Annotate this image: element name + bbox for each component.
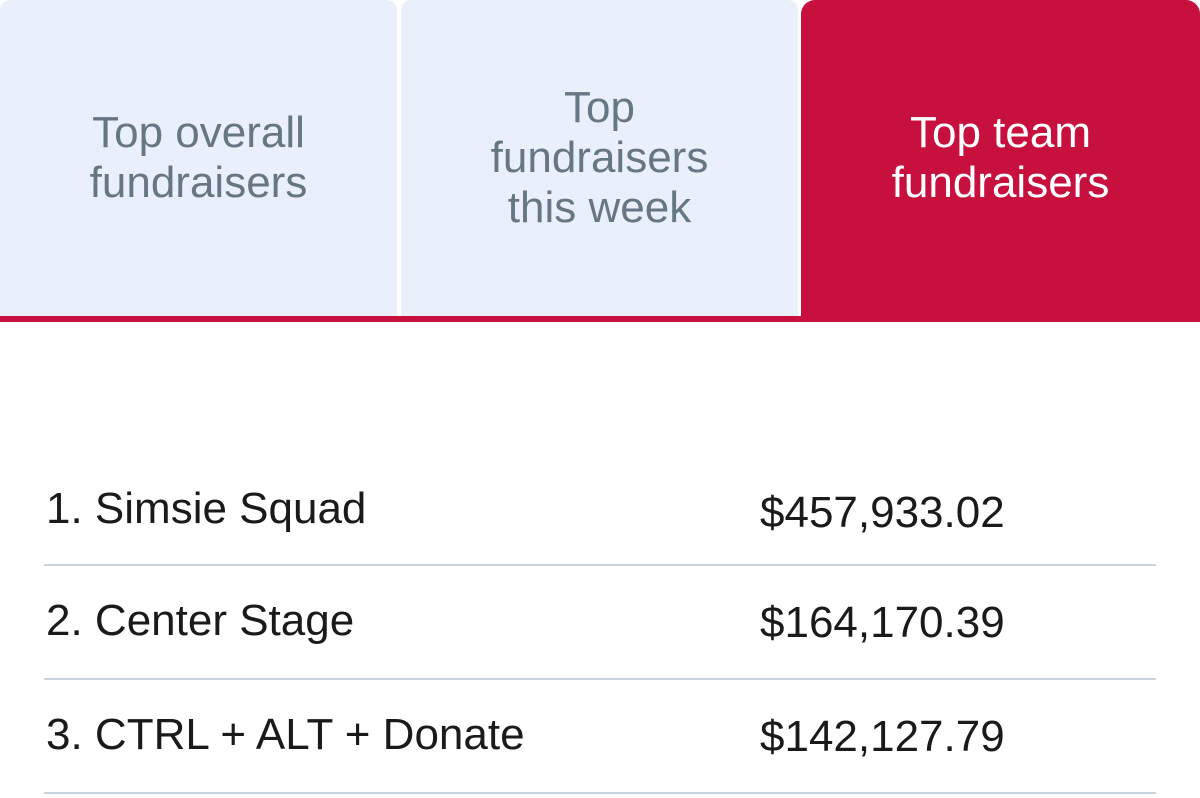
list-item[interactable]: 3. CTRL + ALT + Donate $142,127.79 [44, 680, 1156, 794]
tab-top-team-fundraisers[interactable]: Top team fundraisers [801, 0, 1200, 316]
team-name: 2. Center Stage [46, 596, 355, 645]
tab-label: Top team fundraisers [891, 108, 1110, 207]
team-leaderboard-list: 1. Simsie Squad $457,933.02 2. Center St… [44, 454, 1156, 794]
team-amount: $457,933.02 [760, 488, 1005, 537]
leaderboard-tabs: Top overall fundraisers Top fundraisers … [0, 0, 1200, 322]
team-name: 1. Simsie Squad [46, 484, 367, 533]
team-amount: $142,127.79 [760, 712, 1005, 761]
tab-top-overall-fundraisers[interactable]: Top overall fundraisers [0, 0, 397, 316]
tab-label: Top overall fundraisers [89, 108, 308, 207]
list-item[interactable]: 1. Simsie Squad $457,933.02 [44, 454, 1156, 566]
team-name: 3. CTRL + ALT + Donate [46, 710, 525, 759]
tab-top-fundraisers-this-week[interactable]: Top fundraisers this week [401, 0, 798, 316]
team-amount: $164,170.39 [760, 598, 1005, 647]
list-item[interactable]: 2. Center Stage $164,170.39 [44, 566, 1156, 680]
tab-label: Top fundraisers this week [490, 83, 709, 232]
